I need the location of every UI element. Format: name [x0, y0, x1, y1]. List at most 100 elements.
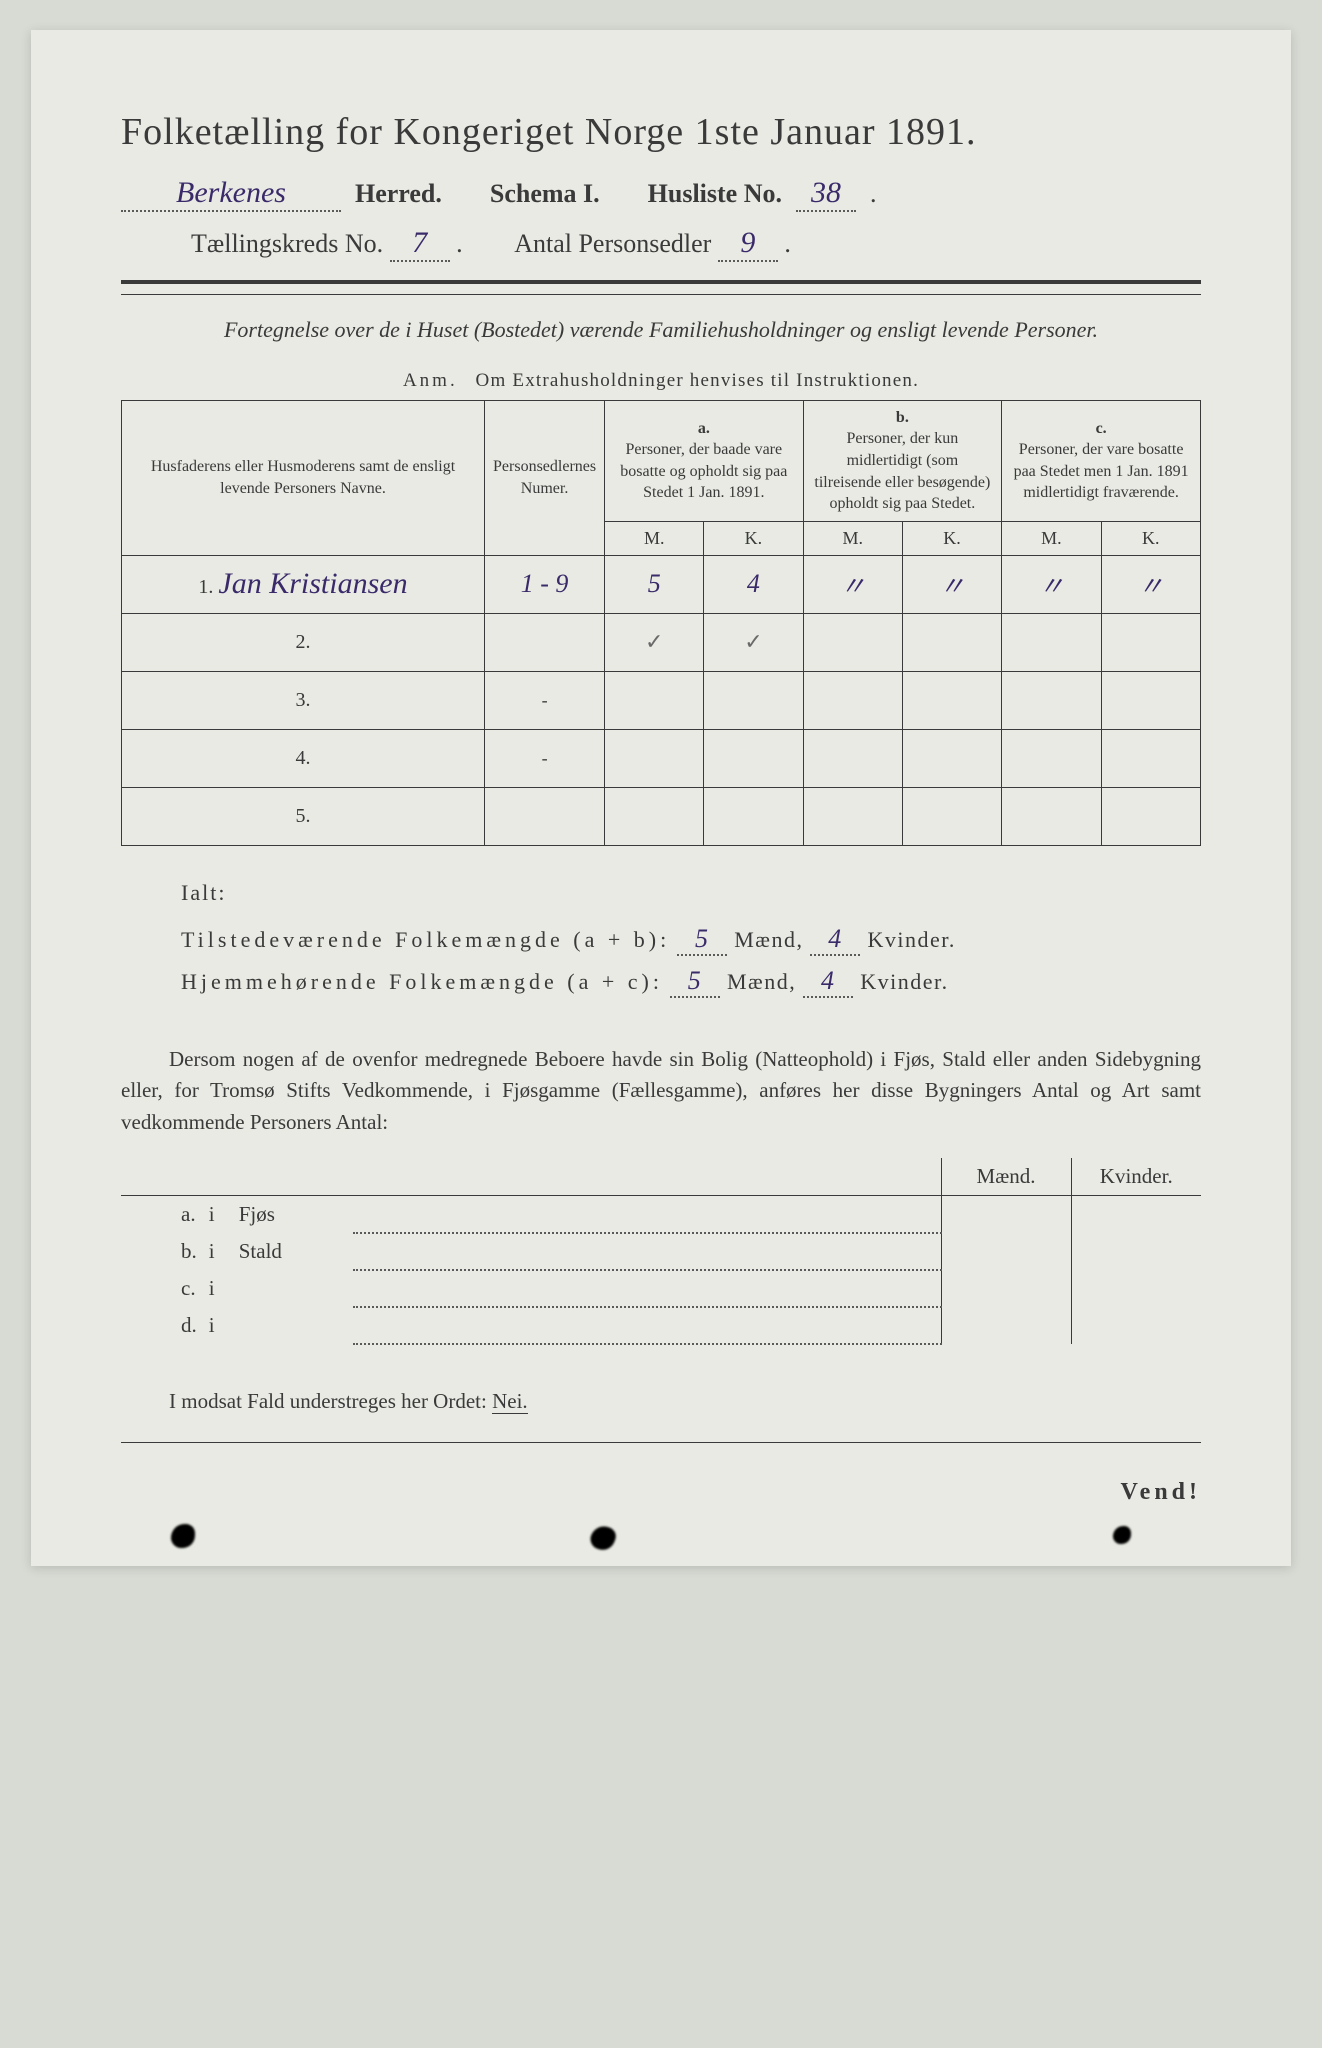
mini-hd-k: Kvinder.: [1071, 1158, 1201, 1196]
mini-k: [1071, 1233, 1201, 1270]
hand-value: 5: [648, 569, 661, 598]
mini-body: a.iFjøsb.iStaldc.id.i: [121, 1196, 1201, 1345]
mini-hd-m: Mænd.: [941, 1158, 1071, 1196]
cell-ck: [1101, 787, 1200, 845]
cell-cm: 〃: [1002, 555, 1101, 613]
row-number: 3.: [296, 689, 311, 711]
cell-name: 1. Jan Kristiansen: [122, 555, 485, 613]
mini-i: i: [203, 1233, 233, 1270]
th-c: c. Personer, der vare bosatte paa Stedet…: [1002, 400, 1201, 521]
cell-am: ✓: [605, 613, 704, 671]
th-bm: M.: [803, 521, 902, 555]
th-b-text: Personer, der kun midlertidigt (som tilr…: [812, 428, 994, 514]
table-row: 3. -: [122, 671, 1201, 729]
tot1-k: 4: [810, 924, 860, 956]
tot2-k: 4: [803, 966, 853, 998]
mini-k: [1071, 1270, 1201, 1307]
ink-blot-icon: [588, 1523, 619, 1554]
cell-ak: ✓: [704, 613, 803, 671]
period3: .: [784, 229, 791, 258]
mini-dots: [353, 1233, 941, 1270]
form-description: Fortegnelse over de i Huset (Bostedet) v…: [121, 315, 1201, 346]
cell-name: 2.: [122, 613, 485, 671]
cell-bm: [803, 671, 902, 729]
th-am: M.: [605, 521, 704, 555]
ink-blot-icon: [171, 1524, 195, 1548]
tot1-m: 5: [677, 924, 727, 956]
cell-ak: [704, 671, 803, 729]
th-a-text: Personer, der baade vare bosatte og opho…: [613, 439, 794, 504]
tot1-kvinder: Kvinder.: [867, 927, 955, 952]
cell-cm: [1002, 671, 1101, 729]
divider-thick: [121, 280, 1201, 284]
mini-dots: [353, 1307, 941, 1344]
cell-name: 5.: [122, 787, 485, 845]
cell-name: 3.: [122, 671, 485, 729]
table-body: 1. Jan Kristiansen1 - 954〃〃〃〃2. ✓✓3. -4.…: [122, 555, 1201, 845]
nei-prefix: I modsat Fald understreges her Ordet:: [169, 1389, 487, 1413]
cell-ak: [704, 787, 803, 845]
mini-kind: [233, 1270, 353, 1307]
check-icon: ✓: [744, 629, 762, 654]
th-name-text: Husfaderens eller Husmoderens samt de en…: [151, 458, 455, 497]
mini-kind: Stald: [233, 1233, 353, 1270]
kreds-label: Tællingskreds No.: [191, 229, 383, 258]
th-bk: K.: [902, 521, 1001, 555]
kreds-value: 7: [390, 226, 450, 262]
table-row: 5.: [122, 787, 1201, 845]
cell-cm: [1002, 729, 1101, 787]
dash-mark: 〃: [840, 572, 866, 601]
cell-bk: [902, 671, 1001, 729]
totals-line-2: Hjemmehørende Folkemængde (a + c): 5 Mæn…: [181, 966, 1201, 998]
dash-mark: 〃: [939, 572, 965, 601]
cell-cm: [1002, 787, 1101, 845]
cell-bm: [803, 729, 902, 787]
tot1-label: Tilstedeværende Folkemængde (a + b):: [181, 927, 670, 952]
cell-ak: [704, 729, 803, 787]
period2: .: [456, 229, 463, 258]
cell-ak: 4: [704, 555, 803, 613]
mini-row: b.iStald: [121, 1233, 1201, 1270]
cell-cm: [1002, 613, 1101, 671]
cell-am: [605, 729, 704, 787]
row-name-hand: Jan Kristiansen: [218, 567, 407, 600]
cell-am: [605, 671, 704, 729]
row-number: 2.: [296, 631, 311, 653]
th-a-top: a.: [613, 418, 794, 440]
mini-head-row: Mænd. Kvinder.: [121, 1158, 1201, 1196]
page-title: Folketælling for Kongeriget Norge 1ste J…: [121, 110, 1201, 154]
cell-ck: [1101, 671, 1200, 729]
mini-l: c.: [121, 1270, 203, 1307]
herred-line: Berkenes Herred. Schema I. Husliste No. …: [121, 176, 1201, 212]
mini-k: [1071, 1196, 1201, 1234]
cell-bm: 〃: [803, 555, 902, 613]
mini-row: a.iFjøs: [121, 1196, 1201, 1234]
mini-i: i: [203, 1270, 233, 1307]
anm-prefix: Anm.: [403, 370, 458, 391]
kreds-line: Tællingskreds No. 7 . Antal Personsedler…: [121, 226, 1201, 262]
mini-k: [1071, 1307, 1201, 1344]
schema-label: Schema I.: [490, 179, 600, 209]
divider-thin: [121, 294, 1201, 295]
anm-text: Om Extrahusholdninger henvises til Instr…: [476, 370, 920, 391]
mini-m: [941, 1196, 1071, 1234]
cell-num: -: [485, 671, 605, 729]
mini-l: a.: [121, 1196, 203, 1234]
table-row: 4. -: [122, 729, 1201, 787]
th-ck: K.: [1101, 521, 1200, 555]
dash-mark: 〃: [1038, 572, 1064, 601]
th-b: b. Personer, der kun midlertidigt (som t…: [803, 400, 1002, 521]
cell-bk: [902, 613, 1001, 671]
nei-word: Nei.: [492, 1389, 528, 1414]
tot2-kvinder: Kvinder.: [860, 969, 948, 994]
cell-num: 1 - 9: [485, 555, 605, 613]
hand-value: 4: [747, 569, 760, 598]
mini-dots: [353, 1270, 941, 1307]
mini-kind: Fjøs: [233, 1196, 353, 1234]
dash-mark: 〃: [1138, 572, 1164, 601]
th-ak: K.: [704, 521, 803, 555]
mini-i: i: [203, 1307, 233, 1344]
husliste-value: 38: [796, 176, 856, 212]
mini-kind: [233, 1307, 353, 1344]
cell-ck: [1101, 613, 1200, 671]
